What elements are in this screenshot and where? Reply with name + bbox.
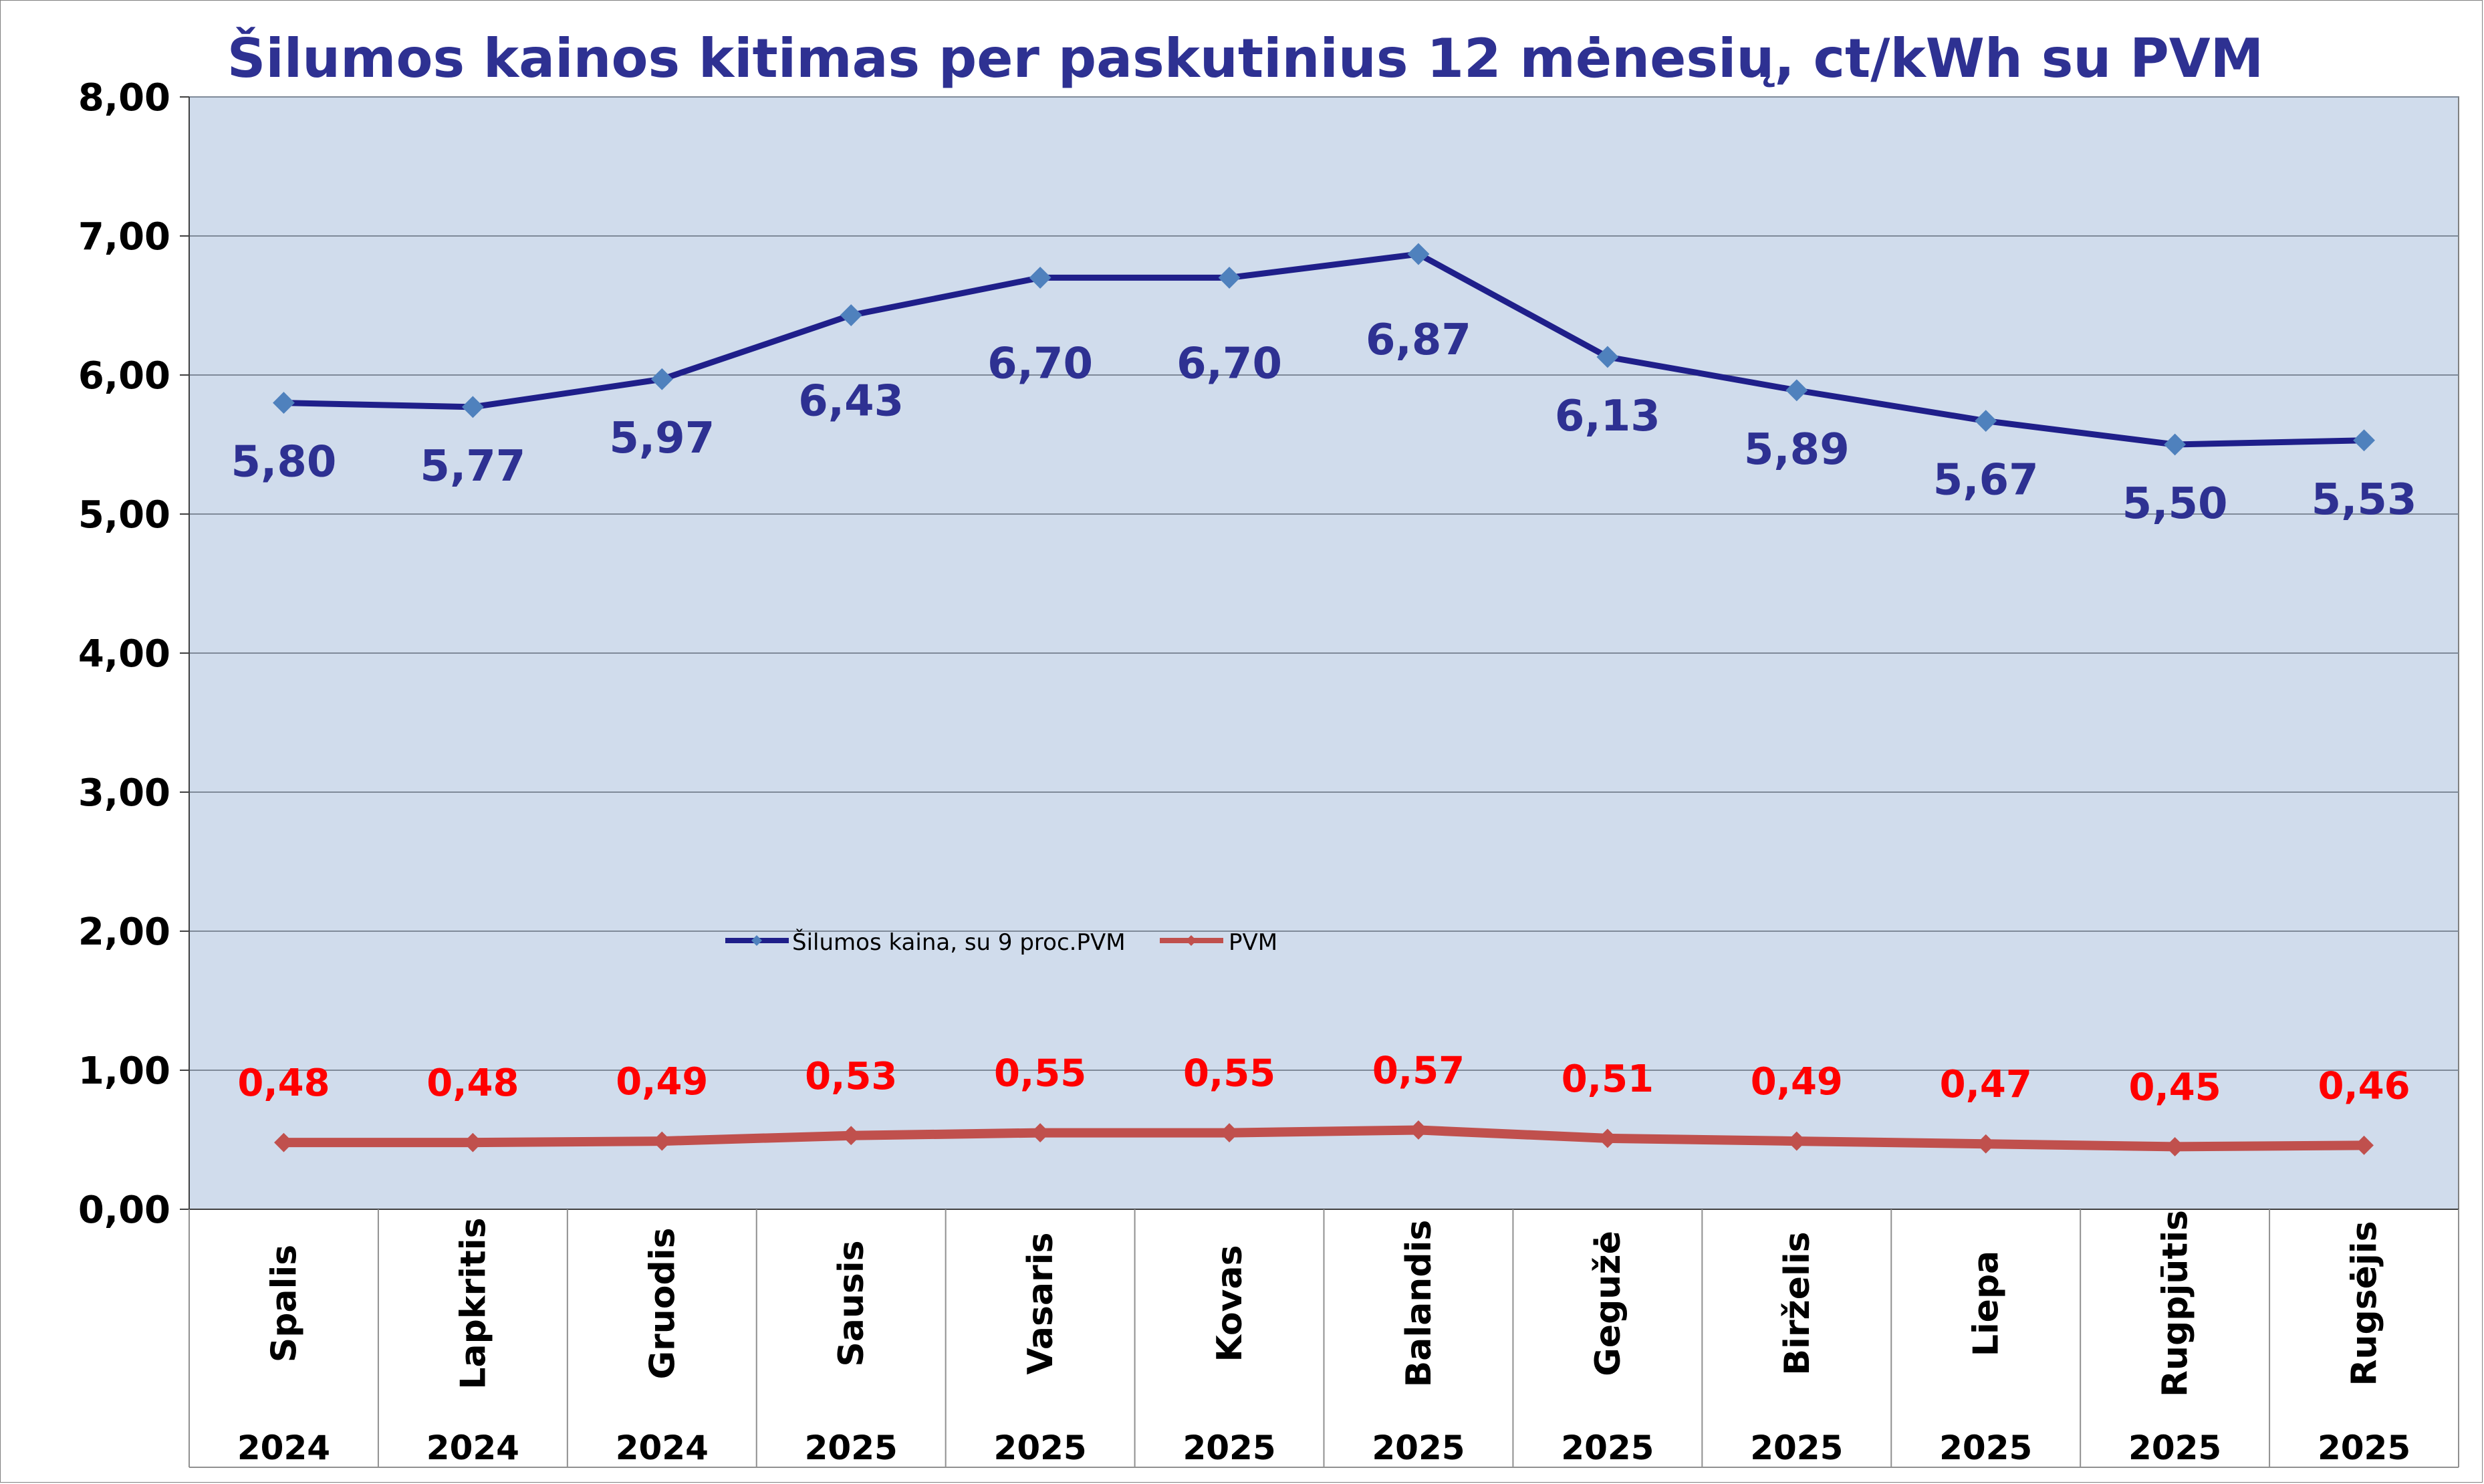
x-year-label: 2025: [2128, 1429, 2221, 1467]
x-year-label: 2025: [805, 1429, 898, 1467]
data-label: 0,49: [1751, 1060, 1843, 1104]
y-tick-label: 3,00: [78, 771, 170, 815]
x-category-label: Vasaris: [1021, 1233, 1061, 1375]
plot-area: 0,00 1,00 2,00 3,00 4,00 5,00 6,00 7,00 8,00 Spal…: [78, 76, 2459, 1468]
data-point-marker: [1030, 1123, 1050, 1143]
data-label: 0,46: [2318, 1064, 2410, 1108]
data-point-marker: [1598, 1128, 1618, 1148]
y-tick-label: 5,00: [78, 493, 170, 537]
y-tick-label: 0,00: [78, 1189, 170, 1232]
data-label: 0,57: [1372, 1049, 1465, 1092]
data-point-marker: [2354, 1135, 2374, 1155]
x-category-label: Rugsėjis: [2345, 1221, 2385, 1386]
x-category-label: Gegužė: [1588, 1231, 1628, 1376]
data-label: 0,47: [1940, 1063, 2032, 1106]
data-point-marker: [1408, 1120, 1429, 1140]
data-label: 5,53: [2312, 475, 2417, 525]
y-tick-label: 4,00: [78, 632, 170, 676]
data-point-marker: [2353, 429, 2375, 452]
x-year-label: 2025: [1561, 1429, 1654, 1467]
data-label: 0,48: [237, 1062, 330, 1105]
data-point-marker: [461, 396, 484, 418]
x-year-label: 2025: [1939, 1429, 2032, 1467]
data-label: 5,97: [609, 414, 715, 463]
x-year-label: 2025: [1372, 1429, 1465, 1467]
data-point-marker: [273, 392, 295, 414]
data-point-marker: [841, 1126, 861, 1146]
y-tick-label: 1,00: [78, 1049, 170, 1093]
series-line-pvm: [283, 1125, 2364, 1152]
data-label: 5,50: [2122, 479, 2228, 529]
data-label: 6,43: [798, 377, 904, 426]
data-label: 5,77: [420, 442, 525, 491]
y-tick-label: 7,00: [78, 215, 170, 259]
legend-label: PVM: [1229, 929, 1277, 956]
series-line-kaina: [283, 251, 2364, 448]
data-point-marker: [652, 1131, 672, 1151]
data-label: 0,51: [1562, 1058, 1654, 1101]
data-point-marker: [274, 1132, 293, 1152]
data-label: 5,67: [1933, 456, 2039, 505]
data-point-marker: [840, 304, 862, 326]
data-label: 0,49: [616, 1060, 708, 1104]
data-point-marker: [2164, 433, 2187, 456]
x-year-label: 2025: [994, 1429, 1087, 1467]
data-label: 5,80: [231, 438, 337, 487]
legend-swatch-marker: [1186, 935, 1197, 946]
x-category-label: Sausis: [832, 1240, 872, 1366]
x-category-label: Birželis: [1777, 1231, 1818, 1375]
data-label: 0,45: [2129, 1066, 2221, 1109]
data-point-marker: [1218, 266, 1241, 289]
data-point-marker: [1219, 1123, 1239, 1143]
x-year-label: 2024: [616, 1429, 709, 1467]
data-label: 6,87: [1366, 316, 1471, 365]
data-point-marker: [1975, 410, 1997, 432]
data-point-marker: [650, 368, 673, 390]
data-label: 6,70: [987, 339, 1093, 388]
data-point-marker: [463, 1132, 483, 1152]
y-tick-label: 2,00: [78, 910, 170, 954]
legend-swatch-marker: [751, 935, 762, 946]
x-category-label: Spalis: [264, 1245, 304, 1362]
x-year-label: 2024: [426, 1429, 519, 1467]
data-point-marker: [1407, 243, 1430, 265]
data-label: 0,48: [426, 1062, 519, 1105]
x-year-label: 2024: [237, 1429, 330, 1467]
data-point-marker: [1976, 1134, 1996, 1154]
x-year-label: 2025: [1750, 1429, 1843, 1467]
data-point-marker: [1787, 1131, 1807, 1151]
x-category-label: Balandis: [1399, 1220, 1439, 1388]
data-label: 0,55: [1183, 1052, 1275, 1096]
data-label: 6,70: [1176, 339, 1282, 388]
data-point-marker: [1596, 346, 1619, 368]
data-label: 5,89: [1744, 425, 1850, 475]
y-tick-label: 8,00: [78, 76, 170, 120]
x-category-label: Kovas: [1210, 1245, 1250, 1362]
data-point-marker: [2165, 1136, 2185, 1156]
data-label: 0,55: [994, 1052, 1086, 1096]
data-point-marker: [1029, 266, 1051, 289]
data-label: 0,53: [805, 1055, 897, 1098]
y-tick-label: 6,00: [78, 354, 170, 398]
x-category-label: Lapkritis: [453, 1217, 493, 1389]
x-category-label: Rugpjūtis: [2156, 1210, 2196, 1397]
legend-label: Šilumos kaina, su 9 proc.PVM: [792, 929, 1126, 956]
data-point-marker: [1785, 379, 1808, 402]
chart-title: Šilumos kainos kitimas per paskutinius 1…: [227, 27, 2264, 90]
x-year-label: 2025: [2318, 1429, 2410, 1467]
data-label: 6,13: [1555, 392, 1660, 441]
x-category-label: Gruodis: [642, 1227, 682, 1379]
x-category-label: Liepa: [1967, 1251, 2007, 1357]
x-year-label: 2025: [1183, 1429, 1275, 1467]
